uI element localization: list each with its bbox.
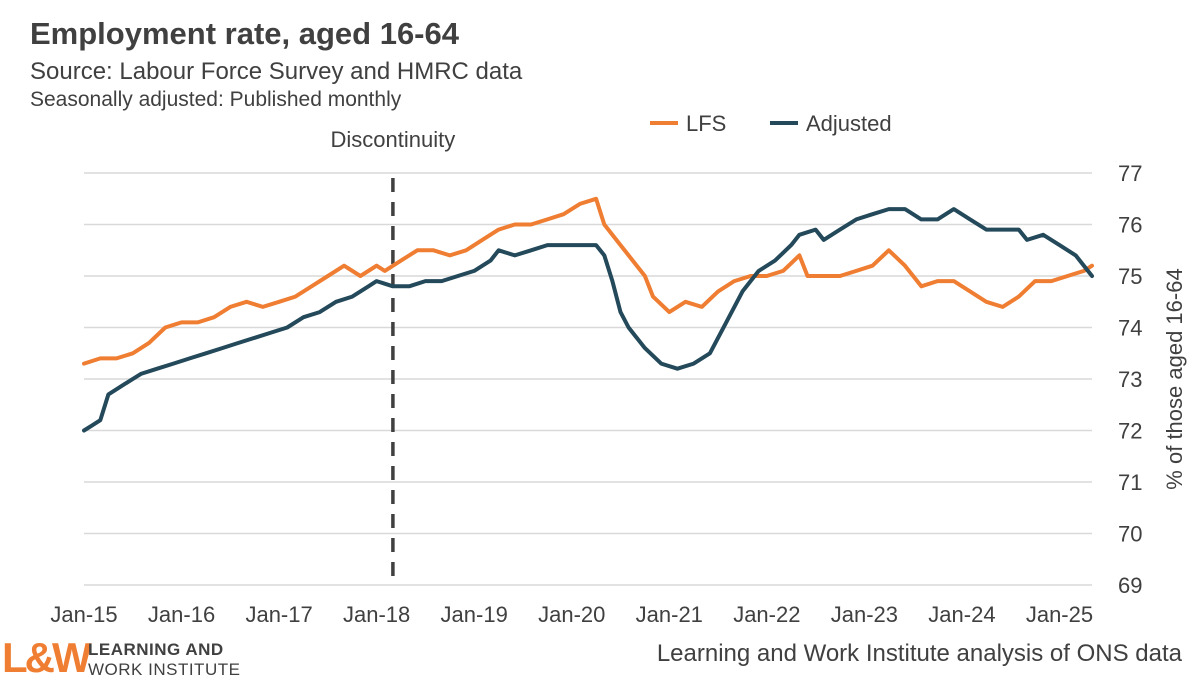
x-tick-label: Jan-15: [50, 602, 117, 627]
y-tick-label: 73: [1118, 367, 1142, 392]
chart-subtitle: Source: Labour Force Survey and HMRC dat…: [30, 58, 523, 85]
series-line-lfs: [82, 196, 1094, 366]
y-tick-label: 70: [1118, 522, 1142, 547]
x-tick-label: Jan-21: [636, 602, 703, 627]
legend-label-adjusted: Adjusted: [806, 111, 892, 136]
y-tick-label: 71: [1118, 470, 1142, 495]
x-tick-label: Jan-18: [343, 602, 410, 627]
y-tick-label: 69: [1118, 573, 1142, 598]
legend: LFS Adjusted: [650, 111, 892, 136]
x-tick-label: Jan-17: [245, 602, 312, 627]
y-axis-label: % of those aged 16-64: [1162, 268, 1187, 489]
y-tick-label: 75: [1118, 264, 1142, 289]
series-lines: [82, 196, 1094, 433]
gridlines: [84, 172, 1092, 586]
logo-text-line2: WORK INSTITUTE: [88, 660, 241, 679]
x-tick-label: Jan-25: [1026, 602, 1093, 627]
y-tick-label: 77: [1118, 161, 1142, 186]
x-tick-label: Jan-23: [831, 602, 898, 627]
series-line-adjusted: [82, 207, 1094, 433]
discontinuity-label: Discontinuity: [331, 127, 456, 152]
discontinuity-annotation: Discontinuity: [331, 127, 456, 585]
y-axis-ticks: 69 70 71 72 73 74 75 76 77: [1118, 161, 1142, 598]
logo-text-line1: LEARNING AND: [88, 640, 224, 659]
legend-label-lfs: LFS: [686, 111, 726, 136]
x-tick-label: Jan-16: [148, 602, 215, 627]
x-tick-label: Jan-19: [441, 602, 508, 627]
chart-title: Employment rate, aged 16-64: [30, 16, 459, 51]
y-tick-label: 72: [1118, 419, 1142, 444]
y-tick-label: 76: [1118, 213, 1142, 238]
logo-mark: L&W: [2, 634, 92, 681]
y-tick-label: 74: [1118, 316, 1142, 341]
x-tick-label: Jan-24: [928, 602, 995, 627]
x-axis-ticks: Jan-15 Jan-16 Jan-17 Jan-18 Jan-19 Jan-20 Jan-…: [50, 602, 1093, 627]
x-tick-label: Jan-22: [733, 602, 800, 627]
x-tick-label: Jan-20: [538, 602, 605, 627]
chart-subtitle-secondary: Seasonally adjusted: Published monthly: [30, 88, 402, 111]
source-credit: Learning and Work Institute analysis of …: [656, 640, 1182, 667]
